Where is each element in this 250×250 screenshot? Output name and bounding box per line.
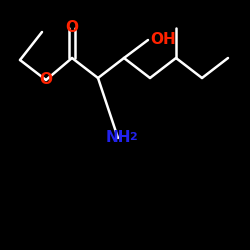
Text: O: O [40, 72, 52, 88]
Text: OH: OH [150, 32, 176, 48]
Text: NH: NH [105, 130, 131, 146]
Text: 2: 2 [129, 132, 137, 142]
Text: O: O [66, 20, 78, 36]
